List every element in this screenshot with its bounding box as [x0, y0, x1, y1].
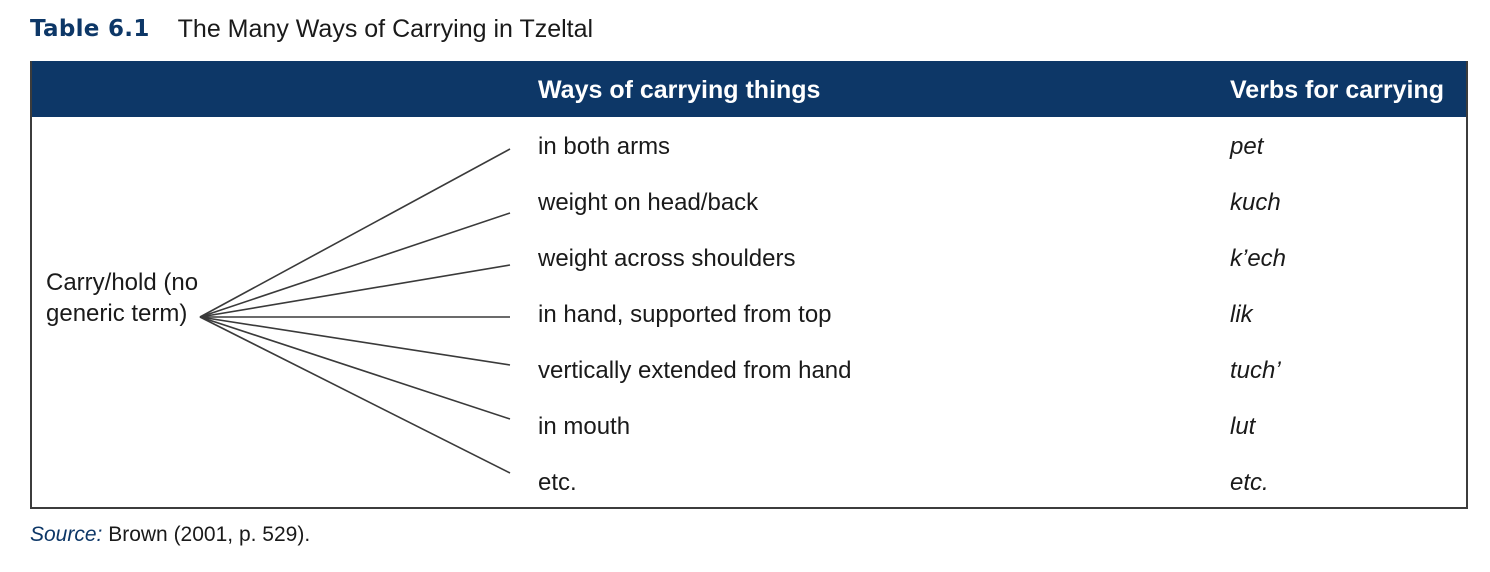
- connector-line: [199, 316, 511, 474]
- carrying-verb: tuch’: [1230, 357, 1281, 384]
- generic-term-label: Carry/hold (no generic term): [46, 269, 199, 327]
- carrying-verb: lut: [1230, 413, 1256, 440]
- carrying-verb: kuch: [1230, 189, 1281, 216]
- table-header: Ways of carrying things Verbs for carryi…: [32, 61, 1466, 117]
- table-number: Table 6.1: [30, 16, 150, 42]
- carrying-way: vertically extended from hand: [538, 357, 852, 384]
- source-note: Source: Brown (2001, p. 529).: [30, 523, 310, 547]
- connector-line: [199, 148, 511, 318]
- header-ways-of-carrying: Ways of carrying things: [538, 76, 821, 104]
- header-verbs-for-carrying: Verbs for carrying: [1230, 76, 1444, 104]
- source-label: Source:: [30, 523, 103, 546]
- table-row: in hand, supported from top lik: [32, 287, 1466, 343]
- carrying-way: weight on head/back: [538, 189, 759, 216]
- table-row: weight across shoulders k’ech: [32, 231, 1466, 287]
- carrying-verb: etc.: [1230, 469, 1269, 496]
- table-title: The Many Ways of Carrying in Tzeltal: [177, 14, 594, 43]
- carrying-way: etc.: [538, 469, 577, 496]
- connector-line: [199, 316, 511, 420]
- table-row: weight on head/back kuch: [32, 175, 1466, 231]
- carrying-verb: k’ech: [1230, 245, 1287, 272]
- carrying-way: in both arms: [538, 133, 671, 160]
- connector-line: [199, 264, 511, 318]
- table-row: in both arms pet: [32, 119, 1466, 175]
- carrying-way: in mouth: [538, 413, 631, 440]
- carrying-table: Ways of carrying things Verbs for carryi…: [30, 61, 1468, 509]
- connector-line: [199, 316, 511, 366]
- table-row: etc. etc.: [32, 455, 1466, 511]
- source-citation: Brown (2001, p. 529).: [102, 523, 311, 546]
- carrying-verb: pet: [1230, 133, 1264, 160]
- carrying-way: in hand, supported from top: [538, 301, 832, 328]
- table-caption: Table 6.1 The Many Ways of Carrying in T…: [30, 12, 593, 46]
- connector-line: [199, 212, 511, 318]
- table-row: vertically extended from hand tuch’: [32, 343, 1466, 399]
- carrying-way: weight across shoulders: [538, 245, 796, 272]
- table-row: in mouth lut: [32, 399, 1466, 455]
- fan-connector-lines: [199, 148, 511, 474]
- carrying-verb: lik: [1230, 301, 1253, 328]
